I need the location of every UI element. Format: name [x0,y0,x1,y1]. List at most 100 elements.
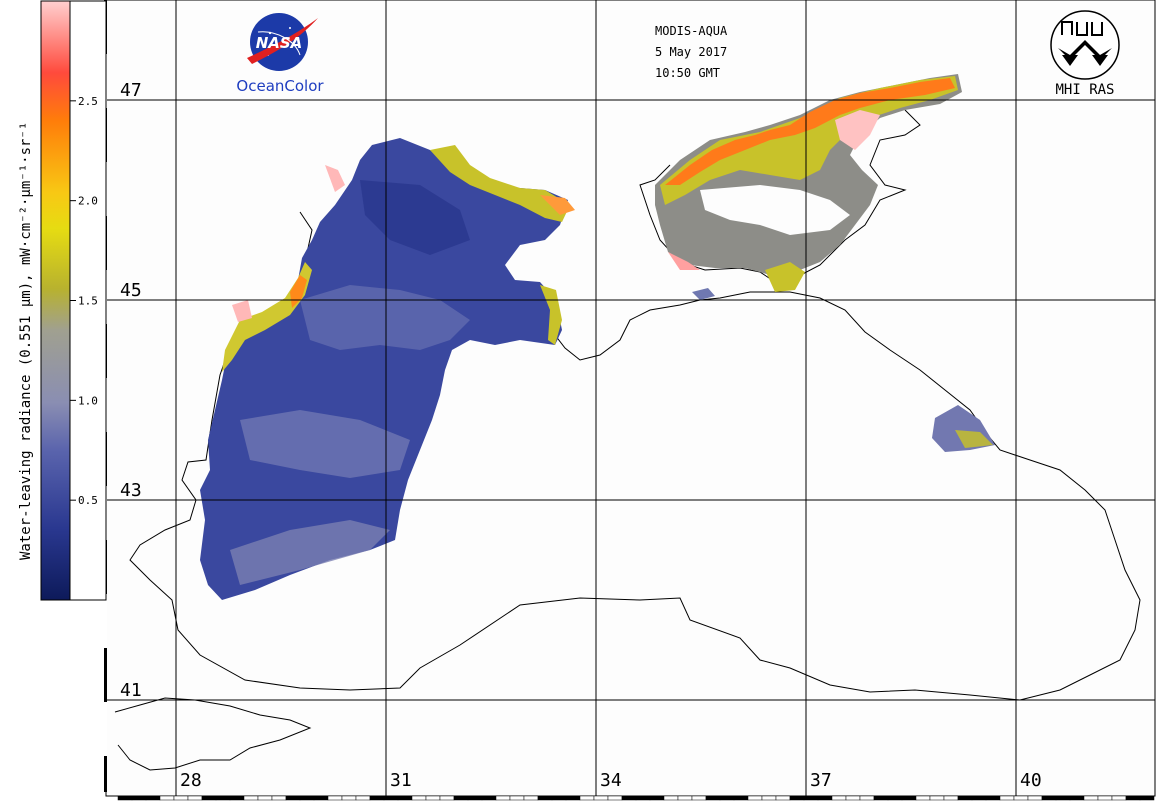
scale-segment [327,795,343,801]
scale-segment [775,795,791,801]
scale-segment [971,795,987,801]
scale-segment [104,774,107,792]
scale-segment [495,795,511,801]
scale-segment [887,795,903,801]
odessa-plume [325,165,345,192]
scale-segment [104,702,107,720]
scale-segment [523,795,539,801]
scale-segment [1083,795,1099,801]
scale-segment [285,795,301,801]
scale-segment [761,795,777,801]
scale-segment [145,795,161,801]
scale-segment [117,795,133,801]
offshore-streak [300,285,470,350]
scale-segment [1097,795,1113,801]
offshore-streak [230,520,390,585]
graticule [106,0,1155,796]
lon-label-31: 31 [390,770,412,791]
scale-segment [131,795,147,801]
scale-segment [1027,795,1043,801]
scale-segment [104,738,107,756]
pink-patch [232,300,252,322]
scale-segment [104,648,107,666]
lat-label-47: 47 [120,80,142,101]
colorbar [40,0,71,601]
azov-south [765,262,805,292]
scale-segment [481,795,497,801]
scale-segment [1041,795,1057,801]
scale-segment [999,795,1015,801]
colorbar-tick-label: 0.5 [78,494,98,507]
scale-segment [104,666,107,684]
oceancolor-logo-text: OceanColor [236,77,324,95]
scale-segment [425,795,441,801]
scale-segment [509,795,525,801]
colorbar-tick-label: 1.0 [78,394,98,407]
scale-segment [341,795,357,801]
scale-segment [243,795,259,801]
scale-segment [551,795,567,801]
scale-segment [705,795,721,801]
scale-segment [355,795,371,801]
nw-shelf-data [200,138,568,600]
scale-segment [229,795,245,801]
scale-segment [873,795,889,801]
scale-segment [173,795,189,801]
scale-segment [677,795,693,801]
azov-pink [835,110,880,150]
scale-segment [1139,795,1155,801]
dnieper-plume [430,145,570,222]
offshore-streak [360,180,470,255]
scale-segment [104,594,107,612]
scale-segment [1069,795,1085,801]
scale-segment [1055,795,1071,801]
sensor-label: MODIS-AQUA [655,24,728,38]
scale-segment [803,795,819,801]
scale-segment [1013,795,1029,801]
scale-segment [789,795,805,801]
lat-label-41: 41 [120,680,142,701]
lon-label-37: 37 [810,770,832,791]
scale-segment [649,795,665,801]
scale-segment [985,795,1001,801]
scale-segment [747,795,763,801]
scale-segment [104,684,107,702]
scale-segment [104,720,107,738]
scale-segment [271,795,287,801]
mhi-logo [1050,10,1120,80]
dnieper-plume-orange [540,195,575,215]
scale-segment [187,795,203,801]
scale-segment [1125,795,1141,801]
scale-segment [369,795,385,801]
lon-label-34: 34 [600,770,622,791]
scale-segment [159,795,175,801]
scale-segment [383,795,399,801]
lat-label-43: 43 [120,480,142,501]
scale-segment [104,630,107,648]
scale-segment [901,795,917,801]
time-label: 10:50 GMT [655,66,720,80]
nasa-logo: NASA [247,13,318,71]
azov-sw-pink [668,252,700,270]
scale-segment [104,756,107,774]
scale-segment [957,795,973,801]
scale-segment [299,795,315,801]
scale-segment [691,795,707,801]
lon-label-40: 40 [1020,770,1042,791]
scale-segment [565,795,581,801]
bottom-scale-bar [117,795,1155,801]
offshore-streak [240,410,410,478]
scale-segment [831,795,847,801]
scale-segment [411,795,427,801]
lat-label-45: 45 [120,280,142,301]
mhi-logo-text: MHI RAS [1055,82,1114,98]
danube-plume [222,262,312,372]
scale-segment [845,795,861,801]
scale-segment [915,795,931,801]
scale-segment [607,795,623,801]
scale-segment [663,795,679,801]
colorbar-tick-label: 2.5 [78,95,98,108]
scale-segment [397,795,413,801]
scale-segment [201,795,217,801]
